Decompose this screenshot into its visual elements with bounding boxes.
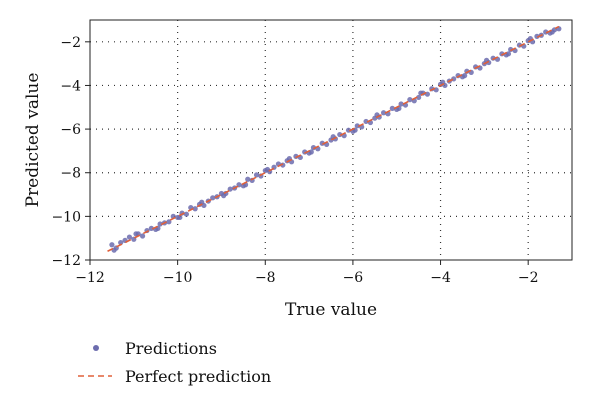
- prediction-point: [398, 101, 404, 107]
- prediction-point: [126, 234, 133, 240]
- x-axis-label: True value: [285, 300, 377, 320]
- prediction-point: [407, 97, 413, 103]
- prediction-point: [416, 94, 422, 101]
- prediction-point: [221, 193, 227, 199]
- x-axis-ticks: −12 −10 −8 −6 −4 −2: [75, 260, 539, 286]
- prediction-point: [192, 206, 198, 212]
- prediction-point: [253, 172, 260, 178]
- prediction-point: [308, 149, 314, 155]
- prediction-point: [109, 242, 115, 248]
- y-tick-label: −10: [51, 209, 81, 225]
- prediction-point: [440, 79, 446, 85]
- legend-predictions-marker: [93, 345, 99, 351]
- perfect-prediction-line-path: [107, 25, 560, 252]
- x-tick-label: −10: [163, 270, 193, 286]
- plot-frame: [89, 19, 573, 261]
- prediction-point: [199, 199, 205, 205]
- prediction-point: [389, 105, 395, 111]
- prediction-point: [133, 231, 139, 237]
- prediction-point: [462, 73, 468, 79]
- prediction-point: [118, 239, 124, 246]
- prediction-point: [245, 176, 251, 182]
- prediction-point: [505, 51, 512, 57]
- prediction-points: [109, 26, 562, 253]
- x-tick-label: −6: [343, 270, 364, 286]
- y-tick-label: −8: [60, 166, 81, 182]
- y-tick-label: −4: [60, 78, 81, 94]
- prediction-point: [166, 219, 172, 225]
- x-tick-label: −12: [75, 270, 105, 286]
- legend: Predictions Perfect prediction: [78, 339, 271, 386]
- prediction-point: [183, 211, 189, 217]
- grid: [90, 20, 572, 260]
- y-tick-label: −2: [60, 35, 81, 51]
- y-axis-ticks: −12 −10 −8 −6 −4 −2: [51, 35, 90, 269]
- legend-predictions-label: Predictions: [125, 339, 217, 358]
- prediction-point: [177, 214, 183, 221]
- perfect-prediction-line: [107, 25, 560, 252]
- y-axis-label: Predicted value: [23, 73, 43, 208]
- prediction-point: [139, 233, 146, 239]
- prediction-point: [380, 110, 387, 116]
- legend-perfect-prediction-label: Perfect prediction: [125, 367, 271, 386]
- y-tick-label: −12: [51, 253, 81, 269]
- prediction-point: [157, 221, 163, 227]
- prediction-point: [210, 195, 216, 201]
- x-tick-label: −2: [518, 270, 539, 286]
- prediction-point: [363, 118, 369, 125]
- y-tick-label: −6: [60, 122, 81, 138]
- x-tick-label: −4: [430, 270, 451, 286]
- x-tick-label: −8: [255, 270, 276, 286]
